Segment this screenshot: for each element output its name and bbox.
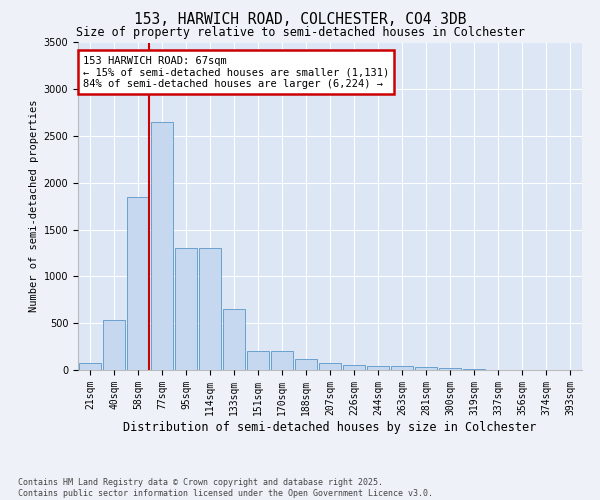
Bar <box>463 369 485 370</box>
Text: Size of property relative to semi-detached houses in Colchester: Size of property relative to semi-detach… <box>76 26 524 39</box>
Bar <box>271 352 293 370</box>
Bar <box>175 248 197 370</box>
Bar <box>319 362 341 370</box>
Bar <box>103 320 125 370</box>
Bar <box>127 197 149 370</box>
Text: Contains HM Land Registry data © Crown copyright and database right 2025.
Contai: Contains HM Land Registry data © Crown c… <box>18 478 433 498</box>
Bar <box>247 352 269 370</box>
Bar <box>151 122 173 370</box>
Text: 153, HARWICH ROAD, COLCHESTER, CO4 3DB: 153, HARWICH ROAD, COLCHESTER, CO4 3DB <box>134 12 466 28</box>
Bar <box>295 359 317 370</box>
Y-axis label: Number of semi-detached properties: Number of semi-detached properties <box>29 100 40 312</box>
Bar <box>367 366 389 370</box>
Bar <box>79 362 101 370</box>
Bar <box>223 309 245 370</box>
Bar <box>199 248 221 370</box>
X-axis label: Distribution of semi-detached houses by size in Colchester: Distribution of semi-detached houses by … <box>124 420 536 434</box>
Bar <box>439 368 461 370</box>
Bar <box>415 367 437 370</box>
Bar <box>343 366 365 370</box>
Text: 153 HARWICH ROAD: 67sqm
← 15% of semi-detached houses are smaller (1,131)
84% of: 153 HARWICH ROAD: 67sqm ← 15% of semi-de… <box>83 56 389 89</box>
Bar <box>391 366 413 370</box>
